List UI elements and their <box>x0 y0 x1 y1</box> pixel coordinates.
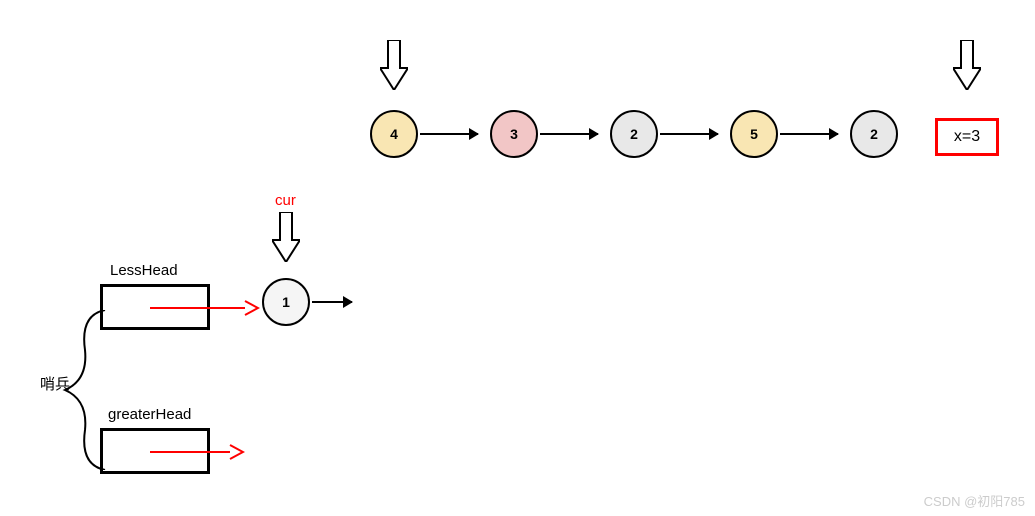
node-value: 5 <box>750 126 758 142</box>
down-arrow-target <box>953 40 981 90</box>
edge-arrow <box>660 133 718 135</box>
node-value: 2 <box>630 126 638 142</box>
node-value: 4 <box>390 126 398 142</box>
down-arrow-cur <box>272 212 300 262</box>
node-value: 1 <box>282 294 290 310</box>
edge-arrow <box>540 133 598 135</box>
node-value: 3 <box>510 126 518 142</box>
list-node: 5 <box>730 110 778 158</box>
red-arrow-lesshead <box>150 298 260 318</box>
down-arrow-node-4 <box>380 40 408 90</box>
cur-node: 1 <box>262 278 310 326</box>
red-arrow-greaterhead <box>150 442 245 462</box>
cur-label: cur <box>275 192 296 209</box>
target-box: x=3 <box>935 118 999 156</box>
edge-arrow <box>312 301 352 303</box>
watermark: CSDN @初阳785 <box>924 491 1025 510</box>
node-value: 2 <box>870 126 878 142</box>
list-node: 2 <box>850 110 898 158</box>
target-label: x=3 <box>954 128 980 146</box>
lesshead-label: LessHead <box>110 262 178 279</box>
list-node: 4 <box>370 110 418 158</box>
greaterhead-label: greaterHead <box>108 406 191 423</box>
list-node: 3 <box>490 110 538 158</box>
edge-arrow <box>780 133 838 135</box>
sentinel-label: 哨兵 <box>40 373 70 394</box>
list-node: 2 <box>610 110 658 158</box>
edge-arrow <box>420 133 478 135</box>
